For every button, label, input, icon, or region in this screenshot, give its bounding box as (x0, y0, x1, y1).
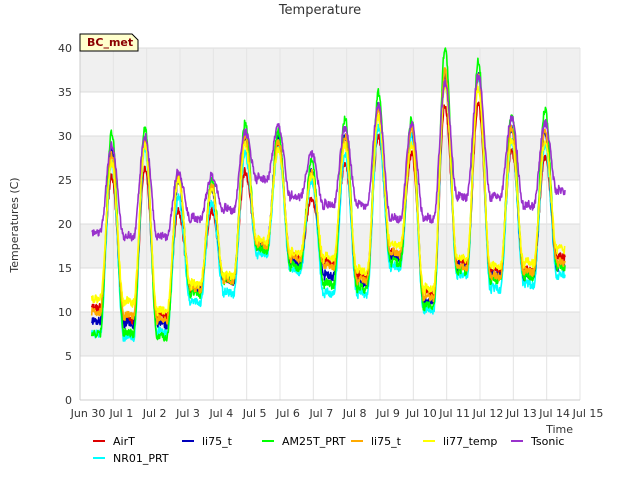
station-badge: BC_met (79, 33, 139, 52)
x-tick-label: Jul 15 (572, 407, 604, 420)
y-tick-label: 30 (58, 130, 72, 143)
badge-box (79, 33, 139, 52)
legend: AirT li75_t AM25T_PRT li75_t li77_temp Tsonic… (93, 435, 564, 465)
x-tick-label: Jul 4 (208, 407, 233, 420)
x-tick-label: Jul 11 (438, 407, 470, 420)
axes: 0 5 10 15 20 25 30 35 40 Jun 30 Jul 1 Jul 2 Jul 3 Jul… (58, 42, 603, 420)
legend-label: AirT (113, 435, 135, 448)
x-tick-label: Jul 7 (308, 407, 333, 420)
series-lines (90, 47, 566, 343)
chart-title: Temperature (278, 3, 361, 18)
x-tick-label: Jul 8 (342, 407, 367, 420)
legend-label: li75_t (371, 435, 402, 448)
y-tick-label: 5 (65, 350, 72, 363)
x-tick-label: Jul 9 (375, 407, 400, 420)
x-axis-title: Time (545, 423, 573, 436)
y-tick-label: 35 (58, 86, 72, 99)
x-tick-label: Jul 5 (242, 407, 267, 420)
y-tick-label: 40 (58, 42, 72, 55)
y-tick-label: 0 (65, 394, 72, 407)
badge-label: BC_met (87, 36, 133, 49)
x-tick-label: Jul 2 (142, 407, 167, 420)
series-line-tsonic (91, 73, 566, 242)
x-tick-label: Jul 10 (405, 407, 437, 420)
y-axis-title: Temperatures (C) (8, 177, 21, 273)
x-tick-label: Jul 12 (472, 407, 504, 420)
y-tick-label: 25 (58, 174, 72, 187)
plot-band (80, 48, 580, 92)
x-tick-label: Jul 3 (175, 407, 200, 420)
plot-band (80, 136, 580, 180)
x-tick-label: Jul 14 (538, 407, 570, 420)
y-tick-label: 10 (58, 306, 72, 319)
series-line-li77-temp (90, 80, 566, 317)
legend-label: NR01_PRT (113, 452, 169, 465)
y-tick-label: 15 (58, 262, 72, 275)
legend-label: li77_temp (443, 435, 497, 448)
x-tick-label: Jun 30 (70, 407, 106, 420)
x-tick-label: Jul 13 (505, 407, 537, 420)
x-tick-label: Jul 1 (108, 407, 133, 420)
x-tick-label: Jul 6 (275, 407, 300, 420)
legend-label: li75_t (202, 435, 233, 448)
legend-label: Tsonic (530, 435, 564, 448)
legend-label: AM25T_PRT (282, 435, 346, 448)
y-tick-label: 20 (58, 218, 72, 231)
